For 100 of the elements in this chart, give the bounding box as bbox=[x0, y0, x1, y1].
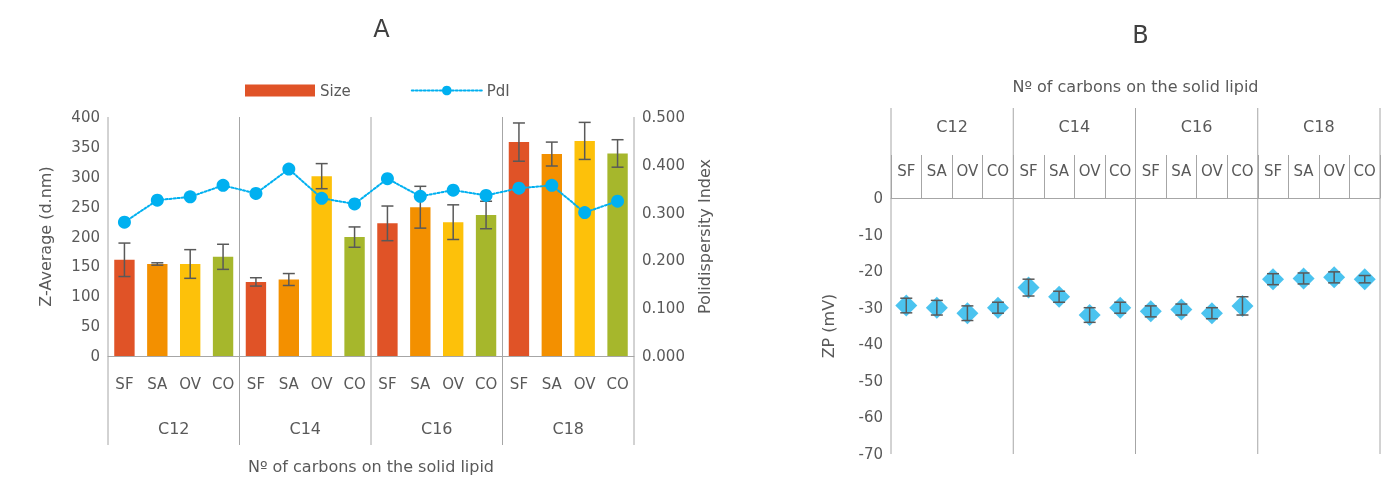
y2-tick-label: 0.500 bbox=[642, 108, 685, 126]
x-tick-label: OV bbox=[573, 374, 597, 393]
text: C14 bbox=[289, 418, 322, 438]
point bbox=[348, 197, 362, 211]
point bbox=[117, 215, 131, 229]
bar bbox=[541, 154, 562, 356]
y-tick-label: -40 bbox=[858, 335, 883, 354]
x-tick-label: SF bbox=[115, 374, 134, 393]
y-tick-label: 300 bbox=[71, 167, 100, 186]
x-tick-label: SA bbox=[541, 374, 563, 393]
text: C18 bbox=[1303, 116, 1335, 136]
point bbox=[216, 178, 230, 192]
bar bbox=[180, 263, 201, 356]
y2-tick-label: 0.100 bbox=[642, 299, 685, 318]
y2-tick-label: 0.000 bbox=[642, 347, 685, 365]
point bbox=[150, 193, 164, 207]
x-tick-label: SF bbox=[509, 374, 529, 393]
point bbox=[380, 172, 394, 186]
bar bbox=[212, 256, 234, 356]
y-tick-label: 250 bbox=[71, 197, 100, 216]
x-tick-label: SF bbox=[1019, 161, 1038, 180]
y-axis-title: ZP (mV) bbox=[818, 293, 838, 359]
y-tick-label: -50 bbox=[858, 371, 883, 390]
bar bbox=[410, 207, 431, 356]
text: C16 bbox=[420, 418, 453, 438]
x-tick-label: SF bbox=[246, 374, 266, 393]
text: C18 bbox=[552, 418, 585, 438]
y-tick-label: -20 bbox=[858, 262, 883, 281]
x-tick-label: OV bbox=[1323, 161, 1346, 180]
x-tick-label: CO bbox=[1109, 161, 1132, 180]
x-axis-title: Nº of carbons on the solid lipid bbox=[247, 456, 495, 476]
x-tick-label: SA bbox=[926, 161, 948, 180]
x-tick-label: OV bbox=[1201, 161, 1224, 180]
bar bbox=[377, 223, 398, 356]
point bbox=[413, 189, 427, 203]
x-axis-title: Nº of carbons on the solid lipid bbox=[1012, 76, 1259, 96]
x-tick-label: OV bbox=[310, 374, 334, 393]
x-tick-label: CO bbox=[343, 374, 366, 393]
chart-title: B bbox=[1132, 21, 1149, 49]
y-tick-label: 200 bbox=[71, 227, 100, 246]
x-tick-label: SF bbox=[378, 374, 397, 393]
x-tick-label: SA bbox=[278, 374, 300, 393]
point bbox=[446, 183, 460, 197]
x-tick-label: OV bbox=[442, 374, 465, 393]
y-tick-label: 50 bbox=[80, 317, 100, 336]
point bbox=[183, 190, 197, 204]
y-tick-label: 350 bbox=[71, 137, 100, 156]
y-tick-label: -30 bbox=[858, 298, 883, 317]
y-tick-label: 100 bbox=[71, 287, 100, 306]
x-tick-label: OV bbox=[956, 161, 980, 180]
point bbox=[578, 206, 592, 220]
x-tick-label: SA bbox=[147, 374, 169, 393]
y2-tick-label: 0.400 bbox=[642, 155, 685, 174]
x-tick-label: SA bbox=[1171, 161, 1193, 180]
x-tick-label: CO bbox=[1353, 161, 1376, 180]
y-tick-label: -10 bbox=[858, 225, 883, 244]
y-tick-label: 0 bbox=[873, 189, 883, 207]
point bbox=[479, 188, 493, 202]
bar bbox=[245, 281, 267, 356]
bar bbox=[574, 140, 595, 356]
x-tick-label: CO bbox=[606, 374, 629, 393]
point bbox=[545, 178, 559, 192]
bar bbox=[147, 263, 168, 356]
bar bbox=[344, 237, 365, 356]
bar bbox=[311, 176, 332, 356]
y-tick-label: -70 bbox=[858, 445, 883, 463]
legend-label: PdI bbox=[486, 81, 510, 100]
x-tick-label: CO bbox=[474, 374, 498, 393]
point bbox=[249, 186, 263, 200]
y2-tick-label: 0.200 bbox=[642, 251, 685, 270]
y-tick-label: 150 bbox=[71, 257, 100, 276]
x-tick-label: SA bbox=[410, 374, 432, 393]
y-tick-label: -60 bbox=[858, 408, 883, 427]
point bbox=[611, 194, 625, 208]
x-tick-label: SF bbox=[1141, 161, 1160, 180]
bar bbox=[443, 222, 464, 356]
y2-axis-title: Polidispersity Index bbox=[694, 159, 714, 314]
bar bbox=[508, 142, 530, 356]
bar bbox=[114, 259, 135, 356]
point bbox=[315, 191, 329, 205]
chart-title: A bbox=[373, 15, 391, 43]
y-tick-label: 0 bbox=[90, 347, 100, 365]
x-tick-label: OV bbox=[179, 374, 202, 393]
x-tick-label: CO bbox=[1231, 161, 1254, 180]
y-axis-title: Z-Average (d.nm) bbox=[35, 166, 55, 307]
x-tick-label: SF bbox=[897, 161, 916, 180]
bar bbox=[278, 279, 299, 356]
bar bbox=[475, 214, 497, 356]
bar bbox=[607, 153, 628, 356]
x-tick-label: CO bbox=[211, 374, 235, 393]
point bbox=[282, 162, 296, 176]
text: C12 bbox=[936, 116, 968, 136]
x-tick-label: OV bbox=[1078, 161, 1102, 180]
text: C16 bbox=[1180, 116, 1213, 136]
y2-tick-label: 0.300 bbox=[642, 203, 685, 222]
y-tick-label: 400 bbox=[71, 108, 100, 126]
point bbox=[512, 181, 526, 195]
legend-label: Size bbox=[320, 81, 351, 100]
text: C12 bbox=[157, 418, 190, 438]
x-tick-label: SF bbox=[1263, 161, 1283, 180]
